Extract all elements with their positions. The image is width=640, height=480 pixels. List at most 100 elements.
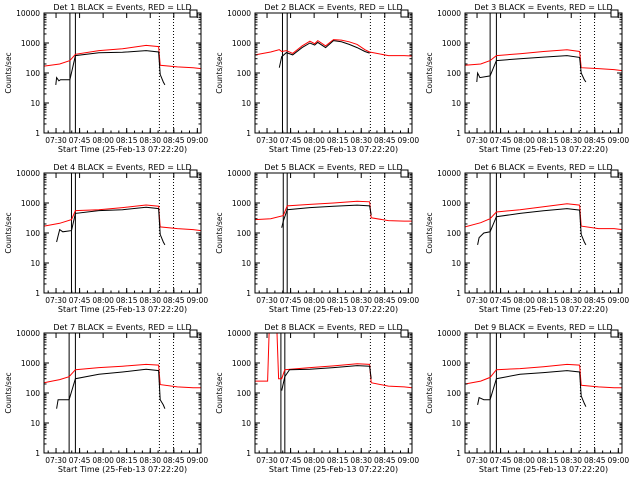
y-tick-label: 10 bbox=[30, 99, 40, 108]
x-tick-label: 08:30 bbox=[560, 296, 582, 305]
y-tick-label: 10000 bbox=[227, 9, 251, 18]
x-tick-label: 09:00 bbox=[187, 456, 209, 465]
x-tick-label: 07:45 bbox=[280, 456, 302, 465]
x-tick-label: 08:00 bbox=[513, 296, 535, 305]
x-tick-label: 08:00 bbox=[92, 296, 114, 305]
y-axis-label: Counts/sec bbox=[4, 212, 13, 253]
y-tick-label: 1000 bbox=[232, 359, 251, 368]
x-tick-label: 09:00 bbox=[608, 296, 630, 305]
y-tick-label: 1000 bbox=[442, 199, 461, 208]
legend-box bbox=[400, 9, 409, 18]
red-lld-series bbox=[465, 203, 622, 231]
x-tick-label: 08:15 bbox=[116, 456, 138, 465]
x-tick-label: 07:30 bbox=[45, 136, 67, 145]
legend-box bbox=[189, 9, 198, 18]
black-events-series bbox=[56, 368, 166, 409]
y-tick-label: 100 bbox=[447, 229, 462, 238]
x-tick-label: 08:00 bbox=[303, 456, 325, 465]
x-axis-label: Start Time (25-Feb-13 07:22:20) bbox=[479, 305, 608, 314]
y-tick-label: 10000 bbox=[16, 329, 40, 338]
y-tick-label: 100 bbox=[237, 69, 252, 78]
x-tick-label: 07:30 bbox=[256, 136, 278, 145]
red-lld-series bbox=[44, 44, 201, 70]
x-tick-label: 07:45 bbox=[280, 296, 302, 305]
legend-box bbox=[610, 169, 619, 178]
x-tick-label: 08:30 bbox=[350, 456, 372, 465]
x-tick-label: 09:00 bbox=[398, 296, 420, 305]
y-tick-label: 10 bbox=[241, 99, 251, 108]
black-events-series bbox=[477, 370, 587, 407]
y-tick-label: 100 bbox=[26, 389, 41, 398]
x-tick-label: 08:00 bbox=[303, 296, 325, 305]
black-events-series bbox=[477, 208, 587, 246]
x-tick-label: 07:30 bbox=[45, 296, 67, 305]
y-tick-label: 1 bbox=[246, 129, 251, 138]
y-tick-label: 1000 bbox=[442, 359, 461, 368]
x-tick-label: 07:30 bbox=[45, 456, 67, 465]
x-tick-label: 08:30 bbox=[139, 136, 161, 145]
legend-box bbox=[400, 169, 409, 178]
y-tick-label: 10000 bbox=[16, 9, 40, 18]
y-tick-label: 10000 bbox=[16, 169, 40, 178]
x-tick-label: 08:30 bbox=[350, 296, 372, 305]
panel-title: Det 6 BLACK = Events, RED = LLD bbox=[474, 163, 612, 172]
panel-det-6: 1 10 100 1000 10000 07:30 07:45 08:00 08:15 08:30… bbox=[425, 163, 629, 314]
y-tick-label: 100 bbox=[447, 69, 462, 78]
x-tick-label: 08:45 bbox=[584, 136, 606, 145]
y-tick-label: 100 bbox=[447, 389, 462, 398]
x-tick-label: 08:00 bbox=[92, 136, 114, 145]
y-tick-label: 10 bbox=[241, 259, 251, 268]
y-tick-label: 1000 bbox=[232, 39, 251, 48]
x-tick-label: 08:15 bbox=[537, 456, 559, 465]
x-axis-label: Start Time (25-Feb-13 07:22:20) bbox=[269, 145, 398, 154]
x-tick-label: 08:15 bbox=[537, 296, 559, 305]
y-tick-label: 10000 bbox=[437, 9, 461, 18]
panel-det-1: 1 10 100 1000 10000 07:30 07:45 08:00 08:15 08:30… bbox=[4, 3, 208, 154]
legend-box bbox=[189, 329, 198, 338]
black-events-series bbox=[281, 204, 372, 228]
x-axis-label: Start Time (25-Feb-13 07:22:20) bbox=[269, 305, 398, 314]
y-tick-label: 10 bbox=[241, 419, 251, 428]
panel-det-2: 1 10 100 1000 10000 07:30 07:45 08:00 08:15 08:30… bbox=[215, 3, 419, 154]
x-tick-label: 08:15 bbox=[116, 296, 138, 305]
x-tick-label: 08:15 bbox=[537, 136, 559, 145]
x-axis-label: Start Time (25-Feb-13 07:22:20) bbox=[269, 465, 398, 474]
panel-title: Det 8 BLACK = Events, RED = LLD bbox=[264, 323, 402, 332]
x-tick-label: 08:30 bbox=[139, 296, 161, 305]
x-tick-label: 07:45 bbox=[490, 136, 512, 145]
y-tick-label: 10 bbox=[30, 259, 40, 268]
x-tick-label: 07:30 bbox=[466, 136, 488, 145]
x-tick-label: 08:00 bbox=[303, 136, 325, 145]
x-axis-label: Start Time (25-Feb-13 07:22:20) bbox=[58, 305, 187, 314]
y-tick-label: 10 bbox=[30, 419, 40, 428]
x-tick-label: 09:00 bbox=[187, 296, 209, 305]
x-tick-label: 08:15 bbox=[116, 136, 138, 145]
panel-title: Det 4 BLACK = Events, RED = LLD bbox=[53, 163, 191, 172]
x-tick-label: 07:45 bbox=[69, 456, 91, 465]
x-tick-label: 08:45 bbox=[163, 136, 185, 145]
x-tick-label: 08:00 bbox=[92, 456, 114, 465]
legend-box bbox=[610, 9, 619, 18]
y-tick-label: 1 bbox=[456, 129, 461, 138]
panel-det-5: 1 10 100 1000 10000 07:30 07:45 08:00 08:15 08:30… bbox=[215, 163, 419, 314]
x-axis-label: Start Time (25-Feb-13 07:22:20) bbox=[479, 145, 608, 154]
y-tick-label: 10 bbox=[451, 419, 461, 428]
x-tick-label: 08:30 bbox=[139, 456, 161, 465]
legend-box bbox=[189, 169, 198, 178]
y-axis-label: Counts/sec bbox=[425, 372, 434, 413]
panel-det-3: 1 10 100 1000 10000 07:30 07:45 08:00 08:15 08:30… bbox=[425, 3, 629, 154]
panel-title: Det 7 BLACK = Events, RED = LLD bbox=[53, 323, 191, 332]
black-events-series bbox=[476, 55, 587, 83]
x-tick-label: 09:00 bbox=[398, 136, 420, 145]
black-events-series bbox=[56, 206, 166, 246]
y-tick-label: 1000 bbox=[21, 39, 40, 48]
panel-title: Det 9 BLACK = Events, RED = LLD bbox=[474, 323, 612, 332]
x-axis-label: Start Time (25-Feb-13 07:22:20) bbox=[58, 465, 187, 474]
x-tick-label: 08:00 bbox=[513, 456, 535, 465]
x-tick-label: 08:15 bbox=[327, 136, 349, 145]
red-lld-series bbox=[465, 363, 622, 389]
x-tick-label: 07:30 bbox=[256, 456, 278, 465]
y-tick-label: 1 bbox=[456, 449, 461, 458]
red-lld-series bbox=[465, 49, 622, 72]
